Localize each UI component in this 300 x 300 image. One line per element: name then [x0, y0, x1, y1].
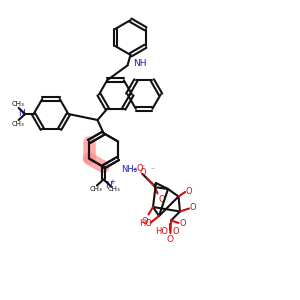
- Text: O: O: [179, 219, 186, 228]
- Text: +: +: [109, 179, 115, 185]
- Text: O: O: [136, 164, 143, 173]
- Text: CH₃: CH₃: [90, 186, 102, 192]
- Text: ⁻: ⁻: [150, 166, 154, 175]
- Text: N: N: [18, 110, 25, 118]
- Text: +: +: [131, 167, 137, 173]
- Text: HO: HO: [140, 219, 152, 228]
- Text: O: O: [158, 195, 165, 204]
- Text: N: N: [105, 181, 112, 190]
- Text: CH₃: CH₃: [108, 186, 120, 192]
- Text: NH₃: NH₃: [122, 165, 137, 174]
- Text: O: O: [172, 226, 179, 236]
- Text: O: O: [141, 217, 148, 226]
- Text: O: O: [190, 203, 196, 212]
- Text: CH₃: CH₃: [11, 101, 24, 107]
- Text: NH: NH: [133, 58, 146, 68]
- Text: O: O: [186, 187, 193, 196]
- Text: CH₃: CH₃: [11, 121, 24, 127]
- Text: HO: HO: [155, 226, 168, 236]
- Text: ⁻: ⁻: [140, 162, 145, 171]
- Text: O: O: [167, 236, 174, 244]
- Text: O: O: [140, 168, 146, 177]
